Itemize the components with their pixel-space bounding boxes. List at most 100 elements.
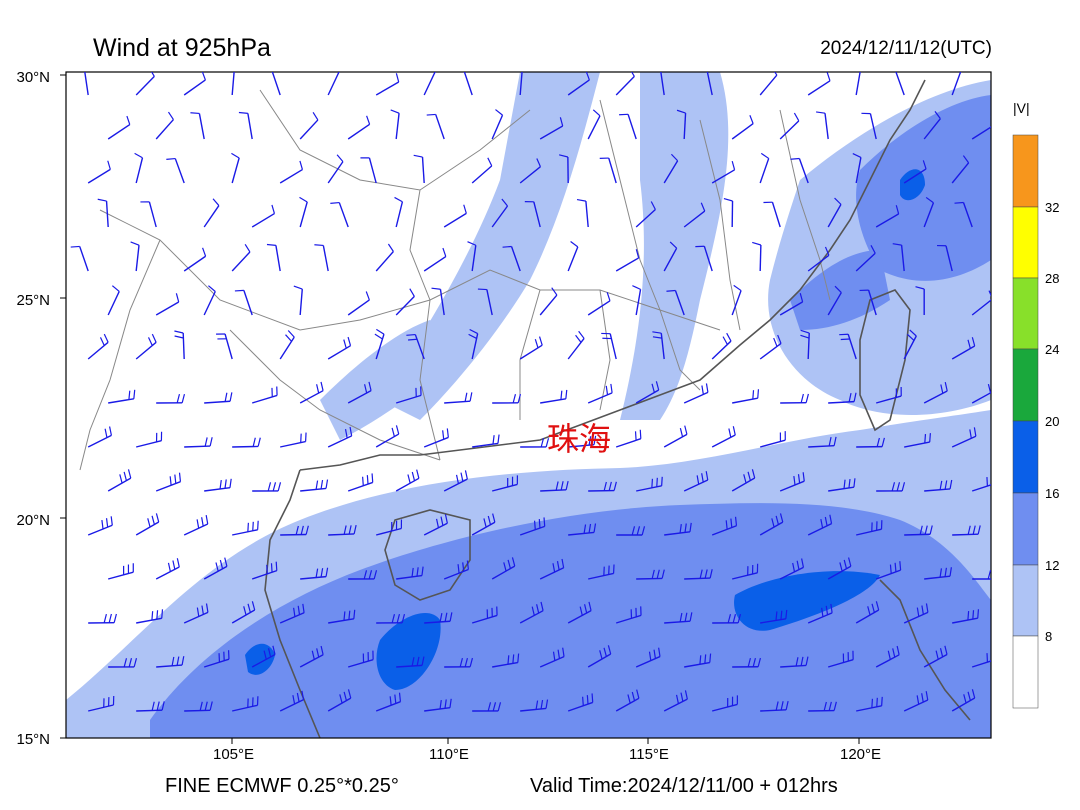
wind-barb-feather — [300, 525, 304, 535]
wind-barb-shaft — [327, 435, 352, 448]
wind-barb-feather — [455, 474, 460, 484]
wind-barb-feather — [389, 696, 392, 706]
wind-barb-feather — [722, 336, 728, 345]
wind-barb-feather — [828, 437, 832, 447]
wind-barb-shaft — [847, 334, 857, 360]
wind-barb-feather — [570, 240, 579, 248]
wind-barb-feather — [651, 383, 655, 393]
wind-barb-shaft — [300, 487, 327, 492]
wind-barb-shaft — [136, 709, 163, 712]
shading-12-16-channel — [790, 250, 890, 330]
wind-barb-feather — [296, 692, 300, 702]
wind-barb-feather — [605, 385, 609, 395]
lat-label-15n: 15°N — [16, 731, 50, 748]
wind-barb-shaft — [712, 703, 738, 712]
wind-barb-feather — [823, 701, 827, 711]
wind-barb-shaft — [184, 709, 211, 712]
wind-barb-shaft — [87, 168, 111, 184]
wind-barb-shaft — [347, 481, 373, 492]
wind-barb-feather — [578, 330, 585, 339]
wind-barb-shaft — [148, 201, 157, 228]
wind-barb-feather — [790, 157, 800, 160]
wind-barb-shaft — [903, 335, 917, 360]
wind-barb-feather — [181, 656, 185, 666]
wind-barb-feather — [395, 425, 400, 435]
wind-barb-feather — [545, 699, 549, 709]
wind-barb-shaft — [519, 166, 541, 184]
wind-barb-shaft — [567, 338, 585, 360]
wind-barb-feather — [843, 559, 848, 569]
wind-barb-feather — [701, 473, 704, 483]
wind-barb-feather — [426, 113, 436, 116]
wind-barb-shaft — [203, 565, 228, 580]
wind-barb-shaft — [327, 345, 351, 360]
wind-barb-shaft — [875, 395, 902, 404]
wind-barb-feather — [675, 694, 680, 704]
wind-barb-feather — [244, 244, 251, 253]
wind-barb-feather — [215, 562, 219, 572]
wind-barb-feather — [229, 392, 233, 402]
wind-barb-shaft — [492, 483, 518, 492]
wind-barb-feather — [320, 568, 324, 578]
wind-barb-feather — [411, 567, 414, 577]
wind-barb-feather — [848, 392, 852, 403]
wind-barb-shaft — [636, 485, 662, 492]
wind-barb-shaft — [635, 208, 656, 228]
wind-barb-feather — [935, 650, 939, 660]
wind-barb-feather — [492, 702, 497, 712]
wind-barb-feather — [576, 198, 586, 202]
wind-barb-feather — [972, 610, 975, 620]
wind-barb-feather — [780, 701, 784, 711]
wind-barb-feather — [332, 66, 339, 72]
lon-label-105e: 105°E — [213, 746, 255, 763]
wind-barb-feather — [416, 656, 420, 666]
wind-barb-feather — [205, 603, 209, 613]
wind-barb-feather — [512, 654, 515, 664]
wind-barb-feather — [272, 482, 277, 492]
wind-barb-feather — [656, 477, 658, 487]
wind-barb-shaft — [471, 521, 496, 536]
wind-barb-feather — [305, 525, 309, 535]
wind-barb-feather — [793, 475, 796, 486]
wind-barb-feather — [127, 469, 132, 479]
wind-barb-feather — [924, 434, 927, 444]
shading-16-20-south-b — [734, 571, 880, 631]
wind-barb-shaft — [87, 524, 113, 536]
wind-barb-shaft — [663, 433, 688, 448]
wind-barb-feather — [833, 436, 837, 446]
wind-barb-feather — [287, 330, 295, 338]
wind-barb-feather — [562, 647, 565, 657]
wind-barb-feather — [408, 338, 418, 341]
wind-barb-shaft — [347, 390, 372, 404]
wind-barb-feather — [421, 566, 424, 576]
wind-barb-shaft — [807, 254, 830, 272]
wind-barb-feather — [987, 570, 991, 580]
wind-barb-feather — [147, 518, 151, 528]
wind-barb-feather — [925, 691, 929, 701]
wind-barb-shaft — [338, 202, 349, 228]
wind-barb-shaft — [664, 620, 691, 624]
wind-barb-shaft — [587, 300, 611, 316]
wind-barb-feather — [653, 649, 657, 659]
wind-barb-feather — [257, 437, 261, 447]
wind-barb-shaft — [491, 565, 516, 580]
wind-barb-shaft — [519, 610, 544, 624]
wind-barb-feather — [439, 612, 443, 623]
wind-barb-feather — [743, 474, 747, 484]
wind-barb-feather — [492, 435, 495, 445]
wind-barb-feather — [299, 160, 304, 170]
wind-barb-feather — [679, 524, 682, 534]
wind-barb-feather — [156, 701, 160, 711]
wind-barb-feather — [285, 334, 293, 342]
valid-time: Valid Time:2024/12/11/00 + 012hrs — [530, 775, 838, 797]
wind-barb-feather — [773, 72, 778, 76]
wind-barb-shaft — [760, 709, 787, 712]
wind-barb-feather — [330, 201, 340, 204]
wind-barb-feather — [887, 650, 891, 660]
wind-barb-shaft — [759, 74, 778, 96]
wind-barb-shaft — [684, 577, 711, 580]
wind-barb-feather — [234, 289, 244, 292]
wind-barb-shaft — [395, 394, 422, 404]
wind-barb-feather — [560, 390, 563, 400]
wind-barb-feather — [593, 435, 597, 445]
